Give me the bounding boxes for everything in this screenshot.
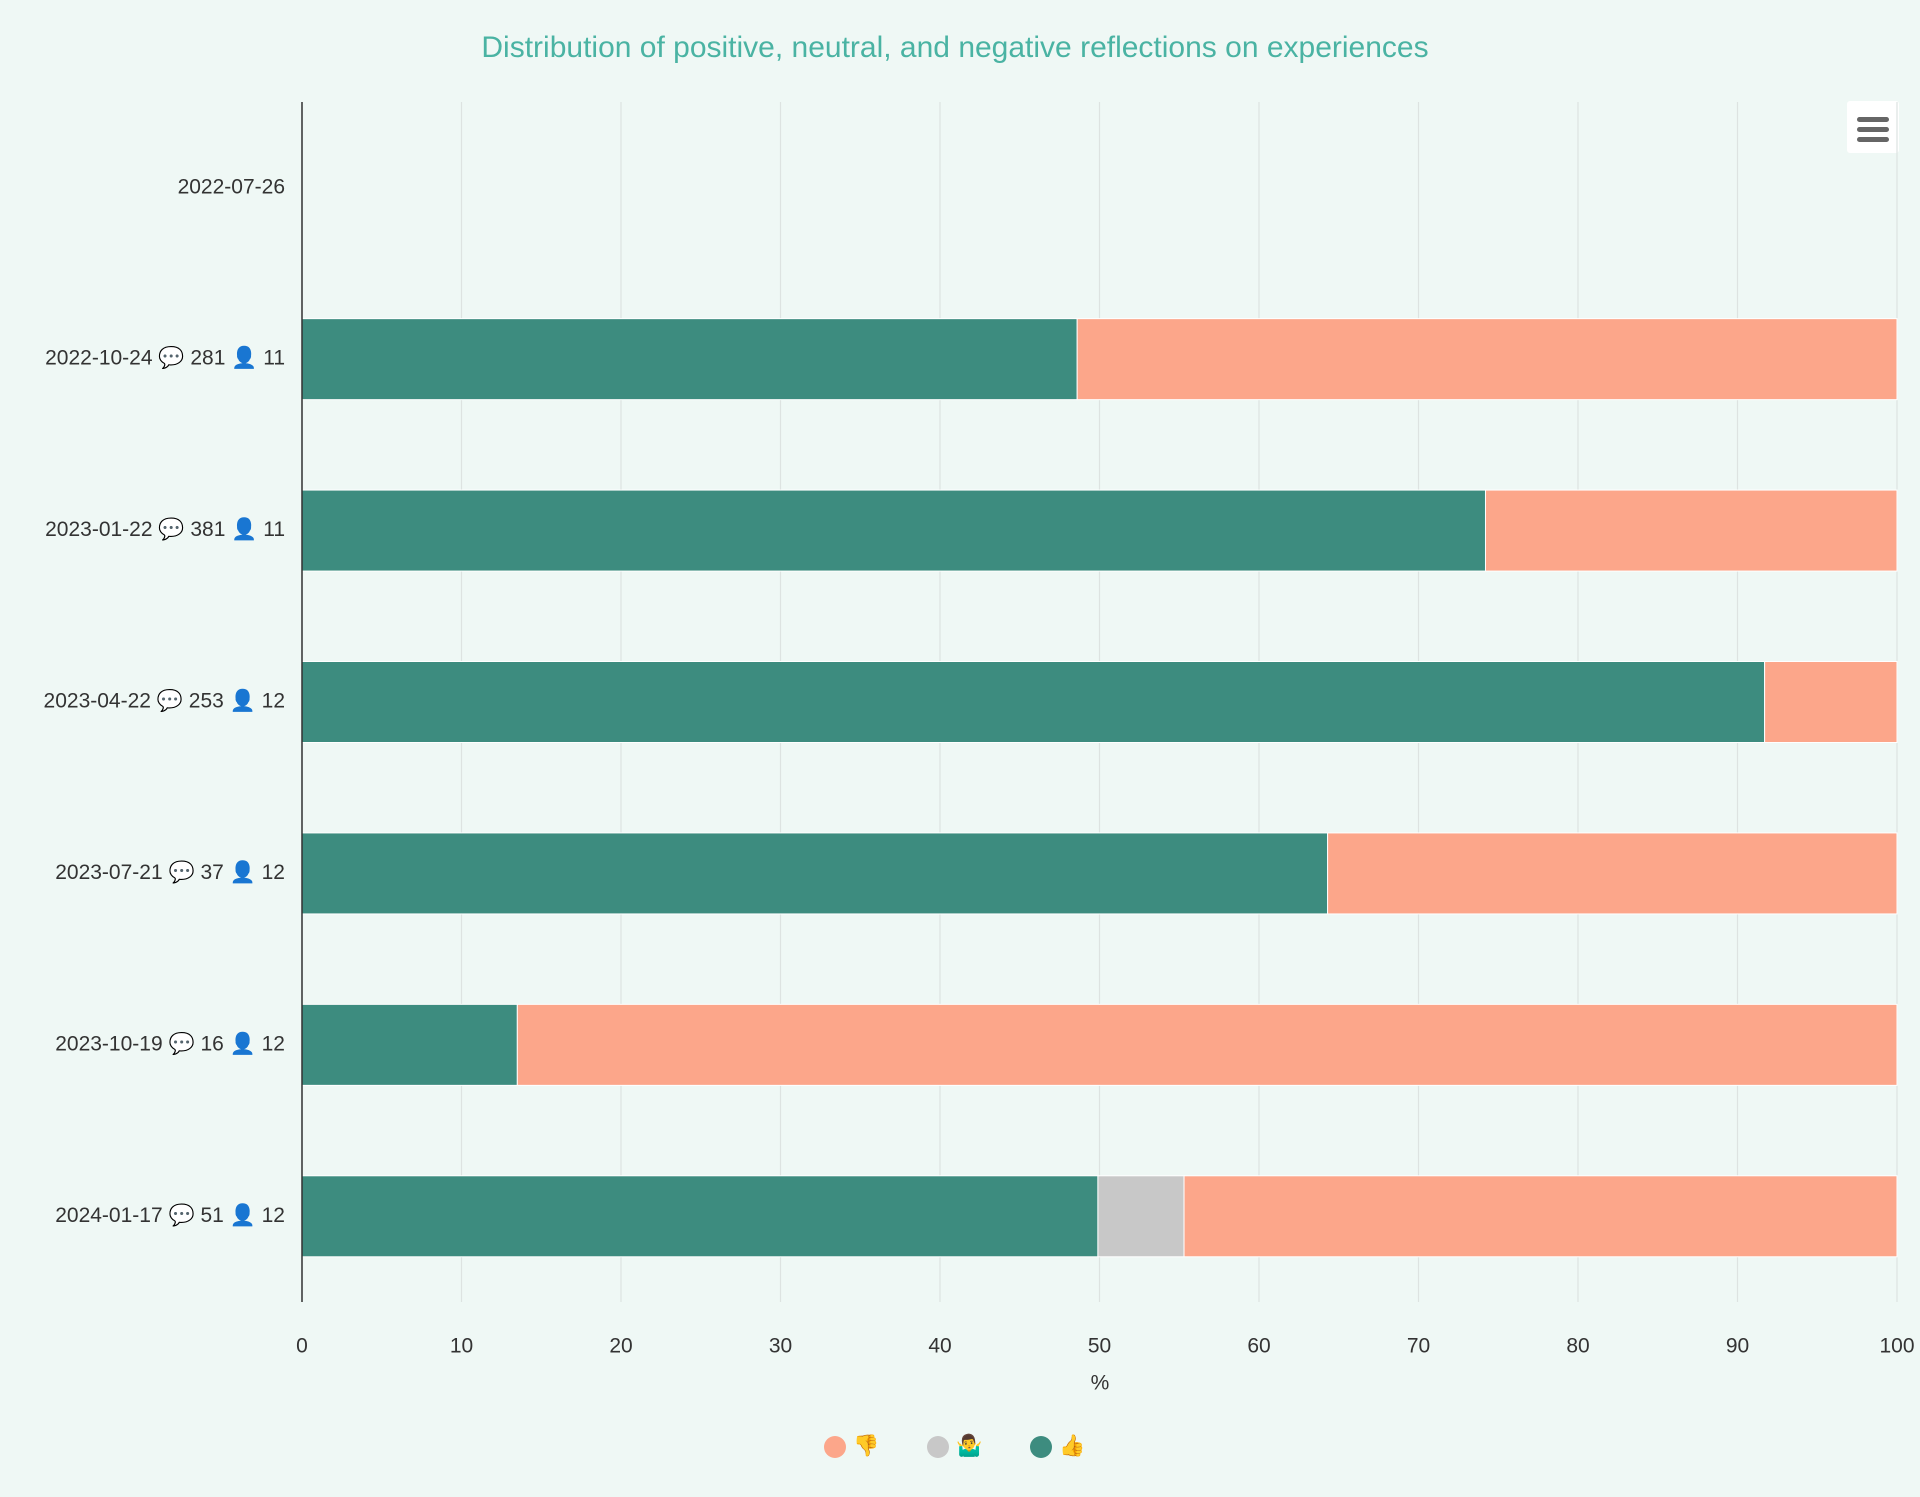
legend-swatch — [927, 1436, 949, 1458]
x-tick-label: 100 — [1879, 1335, 1914, 1358]
bar-segment — [301, 318, 1078, 401]
x-tick-label: 40 — [928, 1335, 951, 1358]
y-tick-label: 2023-10-19 💬 16 👤 12 — [55, 1030, 285, 1055]
bar-segment — [1076, 318, 1898, 401]
y-tick-label: 2023-01-22 💬 381 👤 11 — [45, 516, 285, 541]
bar-segment — [1327, 832, 1898, 915]
bar-segment — [1183, 1175, 1898, 1258]
bar-segment — [301, 832, 1329, 915]
y-tick-label: 2024-01-17 💬 51 👤 12 — [55, 1202, 285, 1227]
x-tick-label: 30 — [769, 1335, 792, 1358]
y-tick-label: 2023-04-22 💬 253 👤 12 — [44, 688, 285, 713]
x-tick-label: 10 — [450, 1335, 473, 1358]
y-tick-label: 2022-07-26 — [178, 175, 285, 198]
x-tick-label: 50 — [1088, 1335, 1111, 1358]
x-tick-label: 20 — [609, 1335, 632, 1358]
legend-swatch — [824, 1436, 846, 1458]
bar-segment — [301, 1175, 1099, 1258]
legend-item[interactable]: 👍 — [1030, 1433, 1085, 1458]
legend-item[interactable]: 👎 — [824, 1434, 879, 1458]
menu-bar — [1857, 137, 1889, 142]
x-axis-title: % — [1091, 1372, 1110, 1395]
menu-button[interactable] — [1847, 101, 1899, 153]
bar-segment — [1764, 661, 1898, 743]
legend-item[interactable]: 🤷‍♂️ — [927, 1433, 982, 1458]
x-tick-label: 90 — [1726, 1335, 1749, 1358]
legend-label: 👎 — [853, 1434, 879, 1458]
bar-segment — [516, 1003, 1898, 1086]
x-tick-label: 80 — [1566, 1335, 1589, 1358]
bar-segment — [1484, 489, 1898, 572]
bar-segment — [301, 489, 1486, 572]
chart-title: Distribution of positive, neutral, and n… — [481, 31, 1428, 64]
menu-bar — [1857, 127, 1889, 132]
legend-label: 🤷‍♂️ — [956, 1433, 982, 1458]
bar-segment — [301, 1003, 518, 1086]
bar-segment — [301, 661, 1766, 743]
x-tick-label: 60 — [1247, 1335, 1270, 1358]
legend-label: 👍 — [1059, 1433, 1085, 1458]
legend-swatch — [1030, 1436, 1052, 1458]
y-tick-label: 2023-07-21 💬 37 👤 12 — [55, 859, 285, 884]
x-tick-label: 0 — [296, 1335, 308, 1358]
y-tick-label: 2022-10-24 💬 281 👤 11 — [45, 345, 285, 370]
bar-segment — [1097, 1175, 1185, 1258]
x-tick-label: 70 — [1407, 1335, 1430, 1358]
menu-bar — [1857, 117, 1889, 122]
